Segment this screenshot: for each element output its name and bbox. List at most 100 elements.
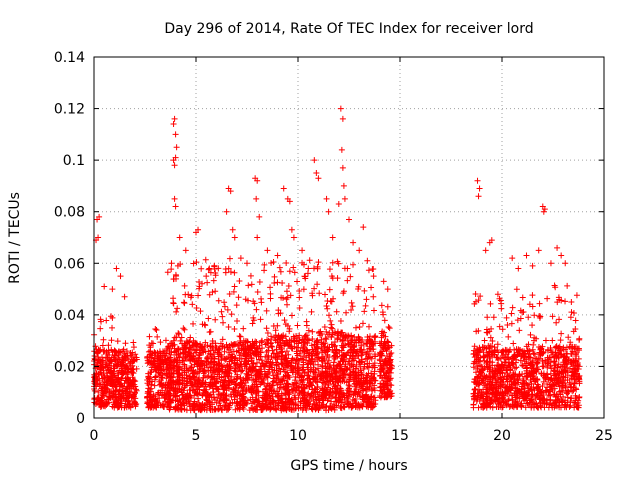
data-point — [218, 308, 225, 315]
data-point — [377, 360, 384, 367]
data-point — [144, 380, 151, 387]
data-point — [309, 403, 316, 410]
data-point — [196, 347, 203, 354]
data-point — [567, 402, 574, 409]
data-point — [289, 355, 296, 362]
data-point — [321, 291, 328, 298]
data-point — [130, 366, 137, 373]
data-point — [517, 315, 524, 322]
data-point — [517, 390, 524, 397]
data-point — [487, 334, 494, 341]
data-point — [493, 353, 500, 360]
data-point — [280, 295, 287, 302]
data-point — [378, 330, 385, 337]
data-point — [313, 396, 320, 403]
data-point — [273, 346, 280, 353]
data-point — [509, 255, 516, 262]
data-point — [234, 361, 241, 368]
data-point — [380, 381, 387, 388]
data-point — [341, 394, 348, 401]
data-point — [366, 360, 373, 367]
data-point — [339, 329, 346, 336]
data-point — [531, 378, 538, 385]
data-point — [314, 281, 321, 288]
data-point — [175, 331, 182, 338]
data-point — [254, 288, 261, 295]
data-point — [506, 385, 513, 392]
data-point — [344, 265, 351, 272]
data-point — [252, 399, 259, 406]
data-point — [544, 364, 551, 371]
data-point — [515, 346, 522, 353]
data-point — [271, 273, 278, 280]
data-point — [186, 375, 193, 382]
data-point — [179, 391, 186, 398]
data-point — [282, 333, 289, 340]
data-point — [127, 365, 134, 372]
data-point — [529, 322, 536, 329]
data-point — [369, 380, 376, 387]
data-point — [551, 385, 558, 392]
data-point — [517, 307, 524, 314]
data-point — [554, 403, 561, 410]
data-point — [340, 337, 347, 344]
data-point — [313, 170, 320, 177]
data-point — [280, 332, 287, 339]
data-point — [529, 292, 536, 299]
data-point — [144, 399, 151, 406]
data-point — [309, 353, 316, 360]
data-point — [294, 278, 301, 285]
data-point — [488, 237, 495, 244]
data-point — [237, 380, 244, 387]
data-point — [567, 350, 574, 357]
data-point — [480, 379, 487, 386]
data-point — [281, 356, 288, 363]
x-axis-label: GPS time / hours — [290, 458, 407, 474]
data-point — [172, 154, 179, 161]
data-point — [552, 399, 559, 406]
data-point — [551, 399, 558, 406]
data-point — [486, 385, 493, 392]
data-point — [233, 302, 240, 309]
data-point — [333, 398, 340, 405]
data-point — [296, 374, 303, 381]
data-point — [197, 308, 204, 315]
data-point — [470, 401, 477, 408]
data-point — [471, 386, 478, 393]
data-point — [242, 296, 249, 303]
data-point — [359, 403, 366, 410]
data-point — [113, 400, 120, 407]
data-point — [572, 317, 579, 324]
data-point — [275, 307, 282, 314]
data-point — [287, 398, 294, 405]
data-point — [156, 395, 163, 402]
data-point — [152, 373, 159, 380]
data-point — [476, 398, 483, 405]
data-point — [323, 402, 330, 409]
data-point — [503, 402, 510, 409]
data-point — [251, 300, 258, 307]
data-point — [239, 391, 246, 398]
data-point — [130, 344, 137, 351]
data-point — [183, 380, 190, 387]
y-tick-label: 0.14 — [54, 50, 85, 66]
data-point — [507, 402, 514, 409]
data-point — [181, 282, 188, 289]
data-point — [264, 329, 271, 336]
data-point — [513, 364, 520, 371]
data-point — [239, 404, 246, 411]
y-tick-label: 0.1 — [63, 153, 85, 169]
data-point — [288, 343, 295, 350]
data-point — [303, 382, 310, 389]
data-point — [473, 328, 480, 335]
data-point — [213, 399, 220, 406]
data-point — [146, 342, 153, 349]
data-point — [267, 400, 274, 407]
data-point — [557, 337, 564, 344]
data-point — [520, 385, 527, 392]
data-point — [168, 385, 175, 392]
data-point — [130, 392, 137, 399]
data-point — [306, 352, 313, 359]
data-point — [508, 310, 515, 317]
x-tick-label: 25 — [595, 428, 613, 444]
